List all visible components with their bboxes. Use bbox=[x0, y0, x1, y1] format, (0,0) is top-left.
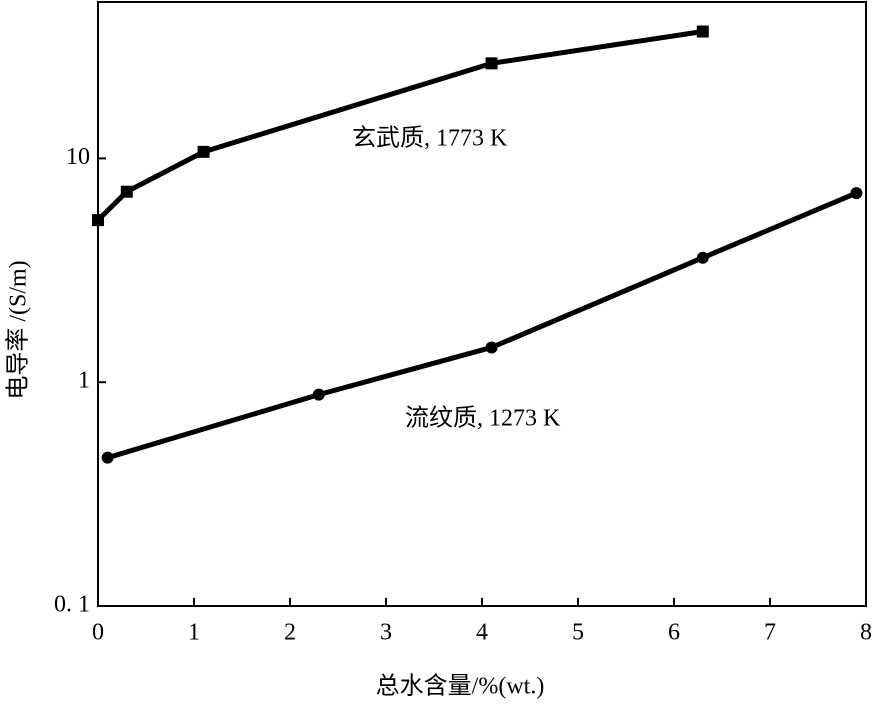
x-tick-label: 2 bbox=[284, 620, 296, 646]
x-tick-label: 3 bbox=[380, 620, 392, 646]
point bbox=[696, 251, 709, 264]
series-annotation: 玄武质, 1773 K bbox=[352, 125, 508, 152]
x-tick-label: 5 bbox=[572, 620, 584, 646]
point bbox=[197, 145, 210, 158]
y-tick-label: 10 bbox=[66, 144, 90, 170]
point bbox=[485, 57, 498, 70]
plot-frame bbox=[97, 1, 867, 607]
x-tick-label: 4 bbox=[476, 620, 488, 646]
x-tick-label: 6 bbox=[668, 620, 680, 646]
point bbox=[92, 214, 104, 227]
y-tick-label: 0. 1 bbox=[54, 592, 90, 618]
point bbox=[485, 341, 498, 354]
x-tick-label: 8 bbox=[860, 620, 872, 646]
point bbox=[101, 451, 114, 464]
series-annotation: 流纹质, 1273 K bbox=[405, 405, 561, 432]
x-axis-label: 总水含量/%(wt.) bbox=[376, 673, 545, 700]
point bbox=[696, 25, 709, 38]
y-tick-label: 1 bbox=[78, 368, 90, 394]
point bbox=[850, 187, 863, 200]
point bbox=[120, 185, 133, 198]
x-tick-label: 0 bbox=[92, 620, 104, 646]
x-tick-label: 7 bbox=[764, 620, 776, 646]
y-axis-label: 电导率 /(S/m) bbox=[5, 260, 32, 399]
x-tick-label: 1 bbox=[188, 620, 200, 646]
point bbox=[312, 388, 325, 401]
